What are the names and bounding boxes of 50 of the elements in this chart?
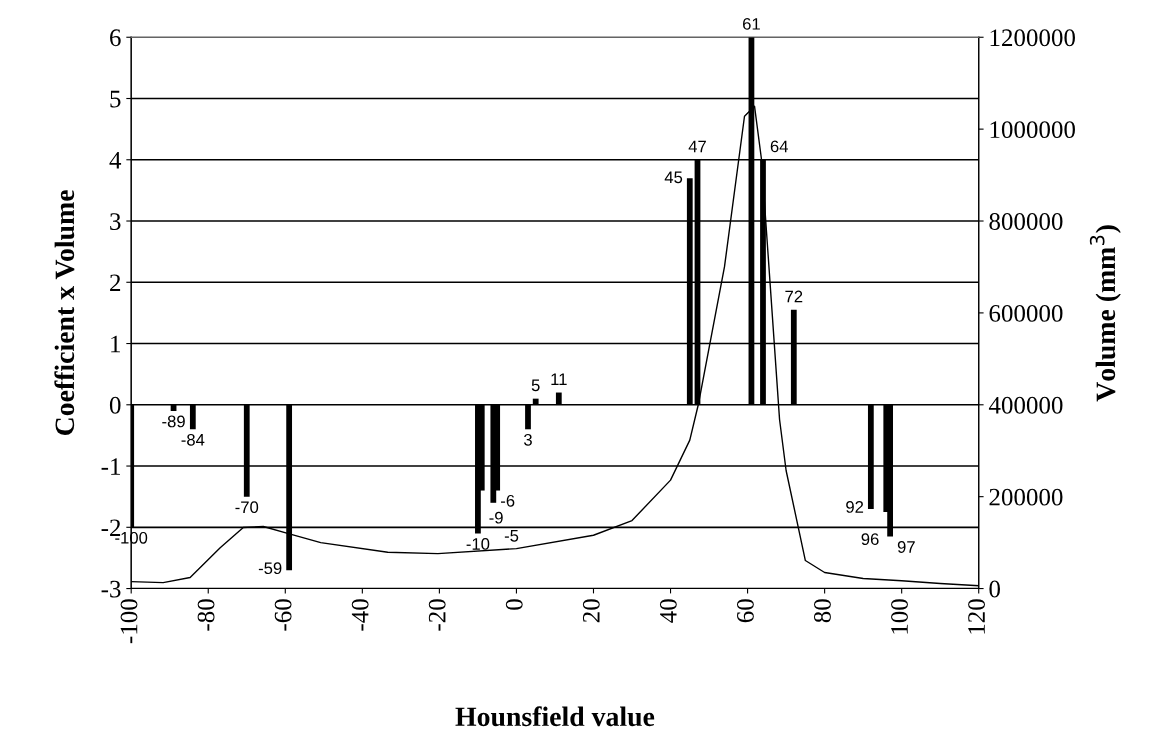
y2-tick-label: 0 [989, 580, 1000, 598]
y-axis-title: Coefficient x Volume [54, 190, 75, 435]
annotation: 97 [897, 541, 915, 553]
x-tick-label: 20 [582, 599, 600, 623]
annotation: 72 [785, 290, 803, 303]
annotation: -89 [162, 415, 185, 428]
annotation: 92 [846, 501, 864, 513]
annotation: -84 [181, 433, 205, 446]
annotation: 11 [551, 373, 567, 385]
x-tick-label: 120 [968, 599, 985, 634]
y2-tick-label: 200000 [989, 488, 1063, 506]
x-tick-label: 100 [891, 599, 908, 634]
annotation: 61 [743, 17, 760, 30]
x-axis-title: Hounsfield value [455, 706, 655, 727]
y2-tick-label: 800000 [989, 213, 1063, 230]
x-tick-label: -60 [274, 599, 292, 631]
annotation: -70 [235, 501, 259, 514]
annotation: 5 [531, 379, 540, 392]
y-tick-label: 1 [111, 335, 120, 353]
annotation: 64 [770, 140, 788, 153]
x-tick-label: -40 [351, 599, 369, 631]
y-tick-label: -3 [101, 580, 121, 598]
x-tick-label: -80 [197, 599, 215, 631]
x-tick-label: 0 [505, 599, 523, 610]
y-tick-label: 2 [110, 274, 121, 291]
y-tick-label: 3 [110, 213, 121, 230]
y2-tick-label: 600000 [989, 304, 1063, 322]
annotation: -5 [504, 530, 519, 542]
y-tick-label: 6 [110, 29, 121, 47]
annotation: -10 [466, 538, 490, 550]
y-tick-label: 0 [109, 396, 121, 414]
x-tick-label: -20 [428, 599, 446, 631]
annotation: -6 [501, 494, 515, 507]
x-tick-label: -100 [120, 599, 138, 644]
annotation: -59 [258, 562, 282, 575]
y2-tick-label: 1000000 [990, 121, 1075, 139]
y-tick-label: -1 [101, 458, 120, 475]
annotation: 47 [688, 140, 706, 153]
x-tick-label: 80 [814, 599, 831, 623]
y2-axis-title: Volume (mm$^{3}$) [1089, 225, 1121, 402]
annotation: 3 [523, 433, 532, 446]
y2-tick-label: 1200000 [990, 29, 1075, 47]
annotation: 45 [664, 171, 683, 184]
annotation: 96 [861, 533, 879, 546]
x-tick-label: 40 [659, 599, 677, 623]
y-tick-label: 4 [109, 151, 122, 169]
y-tick-label: 5 [110, 90, 121, 108]
annotation: -9 [489, 511, 503, 524]
x-tick-label: 60 [736, 599, 754, 623]
y2-tick-label: 400000 [988, 396, 1063, 414]
